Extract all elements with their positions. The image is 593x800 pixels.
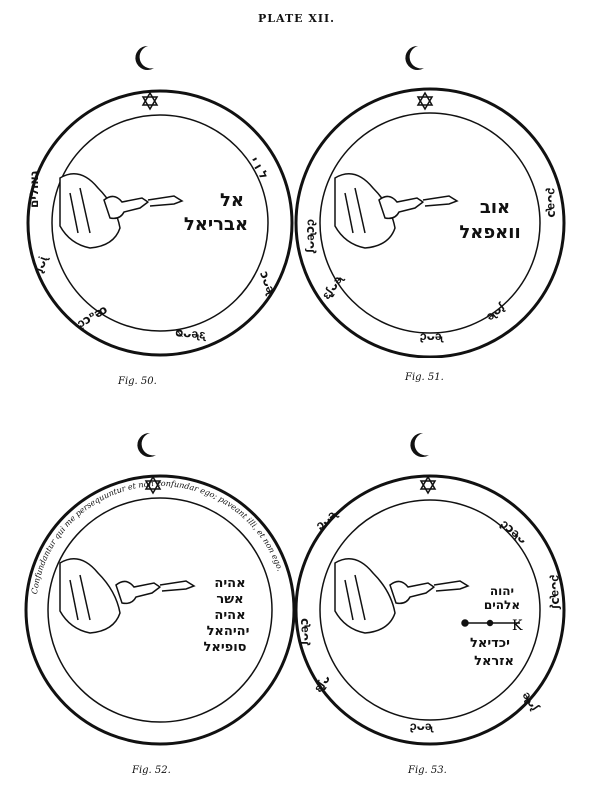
svg-text:ᶗᴗᶕ: ᶗᴗᶕ xyxy=(410,719,434,733)
svg-text:ל ו י: ל ו י xyxy=(247,155,271,182)
sigil-letter-k: K xyxy=(512,618,523,634)
svg-text:ᶗᴗᶕ: ᶗᴗᶕ xyxy=(313,506,340,532)
hexagram-icon xyxy=(416,91,434,111)
center-line-1: אוב xyxy=(480,197,510,218)
plate-title: PLATE XII. xyxy=(258,12,335,25)
svg-text:ᶕᴗᶘ: ᶕᴗᶘ xyxy=(483,299,508,323)
pointing-hand-icon xyxy=(334,173,459,249)
center-line-4: אזראל xyxy=(474,654,514,669)
center-line-3: אהיה xyxy=(214,608,245,623)
crescent-moon-icon xyxy=(405,45,424,70)
pointing-hand-icon xyxy=(59,173,184,249)
svg-text:ᶘᴗᶕᴐ: ᶘᴗᶕᴐ xyxy=(297,618,311,646)
figure-50-seal: אל אבריאל ל ו י גאולים ᶘᴗᶖ ᶗᴐᶛᴔ ᴓᴗᶕᶓ ᴐᴗᶕ xyxy=(26,45,294,357)
figure-50: אל אבריאל ל ו י גאולים ᶘᴗᶖ ᶗᴐᶛᴔ ᴓᴗᶕᶓ ᴐᴗᶕ… xyxy=(20,38,300,387)
crescent-moon-icon xyxy=(135,45,154,70)
center-line-2: אבריאל xyxy=(184,214,248,235)
svg-text:ᶗᴗᶕᴐᶘ: ᶗᴗᶕᴐᶘ xyxy=(549,575,563,610)
svg-text:גאולים: גאולים xyxy=(27,170,41,208)
caption: Fig. 50. xyxy=(118,376,157,387)
svg-text:ᶕᴗᶘ: ᶕᴗᶘ xyxy=(520,689,544,714)
figure-52: Confundantur qui me persequuntur et non … xyxy=(20,425,300,776)
svg-text:ᶗᴗᶕ: ᶗᴗᶕ xyxy=(420,329,444,343)
caption: Fig. 52. xyxy=(132,765,171,776)
hexagram-icon xyxy=(144,475,162,495)
svg-text:ᶗᴐᶕᴗ: ᶗᴐᶕᴗ xyxy=(498,517,530,547)
sigil-key-icon xyxy=(461,619,520,627)
figure-52-seal: Confundantur qui me persequuntur et non … xyxy=(24,432,296,746)
center-line-3: יכדיאל xyxy=(470,636,510,651)
center-line-1: יהוה xyxy=(490,584,514,598)
pointing-hand-icon xyxy=(334,558,470,634)
caption: Fig. 53. xyxy=(408,765,447,776)
crescent-moon-icon xyxy=(137,432,156,457)
center-line-2: אלהים xyxy=(484,598,520,612)
center-line-5: סופיאל xyxy=(203,640,246,655)
center-line-2: וואפאל xyxy=(459,222,520,243)
center-line-1: אל xyxy=(220,190,244,211)
svg-text:ᶘᴗᶖ: ᶘᴗᶖ xyxy=(31,253,50,275)
hexagram-icon xyxy=(419,475,437,495)
figure-53-seal: יהוה אלהים K יכדיאל אזראל ᶗᴗᶕ ᶗᴐᶕᴗ ᶘᴗᶕᴐ … xyxy=(294,432,566,746)
figure-53: יהוה אלהים K יכדיאל אזראל ᶗᴗᶕ ᶗᴐᶕᴗ ᶘᴗᶕᴐ … xyxy=(290,425,570,776)
center-line-4: יהיהאל xyxy=(207,624,250,639)
figure-51: אוב וואפאל ᶘᴗᶕᴐᶗ ᶓᶘᴗᶕ ᶗᴗᶕ ᶕᴗᶘ ᶗᴗᶕᴐ Fig. … xyxy=(290,38,570,383)
pointing-hand-icon xyxy=(59,558,196,634)
svg-text:ᴐᴗᶕ: ᴐᴗᶕ xyxy=(257,269,278,297)
svg-text:ᴓᴗᶕᶓ: ᴓᴗᶕᶓ xyxy=(175,325,208,342)
hexagram-icon xyxy=(141,91,159,111)
crescent-moon-icon xyxy=(410,432,429,457)
center-line-2: אשר xyxy=(216,592,243,607)
svg-text:ᶗᴗᶕᴐ: ᶗᴗᶕᴐ xyxy=(545,188,559,218)
caption: Fig. 51. xyxy=(405,372,444,383)
figure-51-seal: אוב וואפאל ᶘᴗᶕᴐᶗ ᶓᶘᴗᶕ ᶗᴗᶕ ᶕᴗᶘ ᶗᴗᶕᴐ xyxy=(294,45,566,358)
svg-text:ᶓᶘᴗᶕ: ᶓᶘᴗᶕ xyxy=(319,271,346,301)
center-line-1: אהיה xyxy=(214,576,245,591)
svg-text:ᶘᴗᶕᴐᶗ: ᶘᴗᶕᴐᶗ xyxy=(303,219,317,254)
